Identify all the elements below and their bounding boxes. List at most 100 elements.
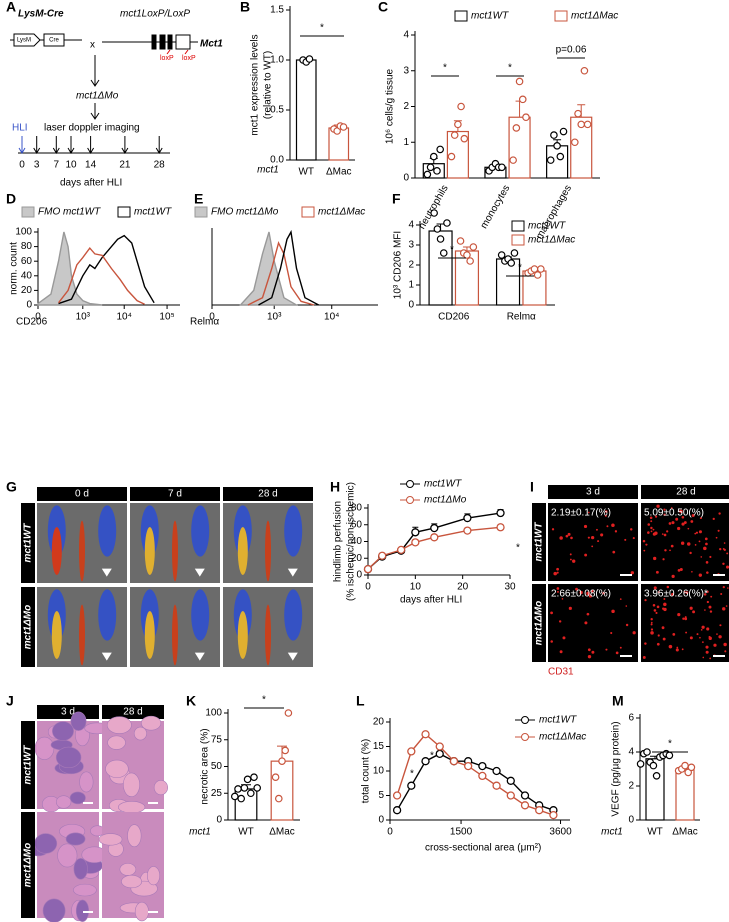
cd31-signal (650, 520, 653, 523)
data-point (433, 225, 442, 233)
tail (265, 604, 271, 666)
cd31-signal (625, 623, 629, 627)
exon (159, 34, 166, 50)
box-label: LysM (17, 38, 31, 44)
cd31-signal (650, 631, 654, 635)
cd31-signal (719, 624, 722, 627)
cd31-signal (587, 511, 590, 514)
data-point (396, 545, 406, 555)
cd31-signal (550, 611, 553, 615)
image (641, 584, 729, 662)
data-point (250, 773, 258, 782)
panel-label: I (530, 479, 534, 495)
data-point (430, 533, 439, 542)
cd31-signal (619, 598, 622, 600)
cd31-signal (584, 621, 588, 625)
data-point (478, 771, 487, 781)
y-tick-label: 1 (408, 280, 414, 291)
cd31-signal (587, 654, 592, 659)
cd31-signal (723, 542, 726, 544)
panel-label: L (356, 693, 365, 709)
line (58, 234, 155, 305)
cd31-signal (652, 528, 655, 531)
data-point (436, 235, 445, 243)
offspring-label: mct1ΔMo (76, 91, 119, 102)
cd31-signal (675, 517, 679, 521)
y-tick-label: 0 (403, 173, 409, 184)
arrow (90, 55, 100, 87)
data-point (253, 784, 262, 792)
cd31-signal (670, 544, 674, 548)
row-label: mct1ΔMo (23, 605, 34, 650)
legend-marker (406, 496, 414, 504)
data-point (497, 251, 506, 259)
cd31-signal (650, 621, 653, 624)
data-point (515, 77, 524, 86)
y-tick-label: 25 (211, 788, 223, 799)
line (247, 240, 315, 306)
cd31-signal (562, 636, 566, 640)
significance: * (262, 695, 266, 706)
significance: * (450, 245, 454, 256)
cd31-signal (587, 648, 591, 652)
cd31-signal (587, 536, 590, 539)
data-point (421, 730, 430, 739)
legend-label: mct1WT (424, 479, 462, 490)
cd31-signal (615, 651, 619, 655)
x-tick-label: WT (647, 827, 663, 838)
cd31-signal (719, 547, 722, 551)
cd31-signal (567, 532, 571, 536)
limb (284, 589, 303, 641)
data-point (665, 751, 674, 760)
cd31-signal (642, 539, 646, 543)
tail (79, 520, 85, 582)
cd31-signal (675, 648, 679, 652)
cd31-signal (689, 636, 693, 640)
data-point (426, 163, 435, 172)
data-point (450, 131, 459, 139)
limb (191, 589, 210, 641)
y-tick-label: 0 (378, 815, 384, 826)
bar (495, 258, 521, 306)
tissue-cell (121, 874, 142, 889)
limb (284, 505, 303, 557)
panel-label: M (612, 693, 624, 709)
data-point (457, 102, 465, 111)
panel-label: C (378, 0, 388, 15)
cd31-signal (610, 631, 613, 635)
cd31-signal (699, 517, 702, 520)
tissue-cell (105, 759, 129, 778)
data-point (363, 564, 373, 574)
row-header (21, 812, 35, 918)
data-point (574, 109, 582, 118)
cd31-signal (705, 645, 709, 649)
quantification: 5.09±0.50(%) (644, 508, 704, 519)
cd31-signal (584, 553, 588, 557)
cd31-signal (588, 594, 592, 598)
box-label: Cre (49, 38, 59, 44)
y-tick-label: 5 (378, 790, 384, 801)
cd31-signal (679, 568, 683, 572)
cd31-signal (657, 591, 660, 594)
cd31-signal (579, 590, 583, 595)
cd31-signal (686, 542, 691, 546)
timeline-arrow (155, 136, 163, 154)
tissue-cell (123, 772, 140, 798)
data-point (492, 781, 501, 790)
imaging-label: laser doppler imaging (44, 123, 140, 134)
y-tick-label: 20 (373, 717, 385, 728)
cd31-signal (668, 522, 672, 525)
y-tick-label: 75 (211, 734, 223, 745)
tissue-cell (65, 832, 86, 846)
x-axis-label: CD206 (16, 317, 48, 328)
cd31-signal (716, 633, 718, 635)
data-point (535, 806, 544, 815)
panel-label: B (240, 0, 250, 15)
data-point (305, 55, 314, 63)
y-axis-label: total count (%) (361, 739, 372, 803)
cd31-signal (720, 592, 723, 595)
data-point (271, 773, 280, 782)
significance: * (443, 63, 447, 74)
timeline-arrow (67, 136, 75, 154)
cd31-signal (649, 516, 653, 520)
